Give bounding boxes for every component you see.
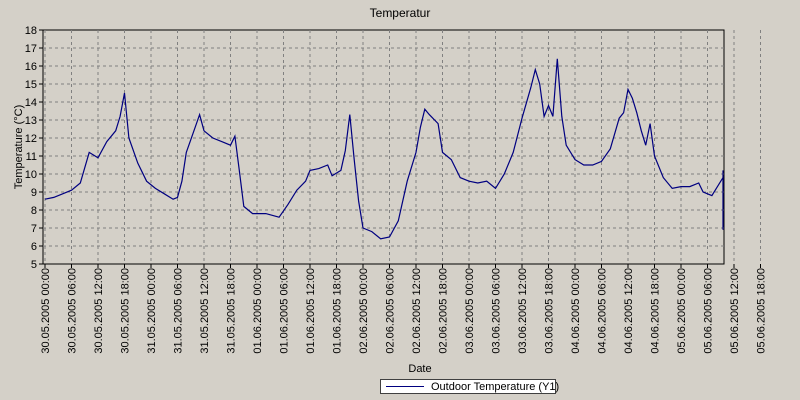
y-tick-label: 5 (31, 259, 37, 271)
legend: Outdoor Temperature (Y1) (380, 379, 560, 394)
x-tick-label: 05.06.2005 06:00 (703, 268, 715, 354)
x-tick-label: 02.06.2005 12:00 (411, 268, 423, 354)
x-tick-label: 03.06.2005 06:00 (491, 268, 503, 354)
legend-entry-outdoor-temperature: Outdoor Temperature (Y1) (431, 381, 560, 393)
x-tick-label: 04.06.2005 18:00 (650, 268, 662, 354)
y-tick-label: 8 (31, 205, 37, 217)
y-axis-ticks: 5 6 7 8 9 10 11 12 13 14 15 16 17 18 (25, 25, 43, 271)
plot-area (42, 29, 725, 265)
x-tick-label: 01.06.2005 18:00 (332, 268, 344, 354)
x-tick-label: 30.05.2005 12:00 (93, 268, 105, 354)
y-tick-label: 12 (25, 133, 37, 145)
x-axis-label: Date (408, 363, 431, 375)
y-tick-label: 6 (31, 241, 37, 253)
x-tick-label: 04.06.2005 00:00 (570, 268, 582, 354)
y-tick-label: 9 (31, 187, 37, 199)
y-tick-label: 13 (25, 115, 37, 127)
y-tick-label: 16 (25, 61, 37, 73)
x-tick-label: 01.06.2005 12:00 (305, 268, 317, 354)
x-tick-label: 31.05.2005 00:00 (146, 268, 158, 354)
x-tick-label: 02.06.2005 18:00 (438, 268, 450, 354)
x-tick-label: 02.06.2005 00:00 (358, 268, 370, 354)
x-tick-label: 05.06.2005 18:00 (756, 268, 768, 354)
x-tick-label: 05.06.2005 00:00 (676, 268, 688, 354)
x-axis-ticks: 30.05.2005 00:00 30.05.2005 06:00 30.05.20… (40, 264, 768, 354)
y-tick-label: 15 (25, 79, 37, 91)
y-tick-label: 17 (25, 43, 37, 55)
x-tick-label: 03.06.2005 00:00 (464, 268, 476, 354)
x-tick-label: 31.05.2005 06:00 (173, 268, 185, 354)
y-tick-label: 18 (25, 25, 37, 37)
x-tick-label: 30.05.2005 18:00 (120, 268, 132, 354)
chart-title: Temperatur (369, 6, 431, 20)
x-tick-label: 30.05.2005 06:00 (67, 268, 79, 354)
x-tick-label: 04.06.2005 06:00 (597, 268, 609, 354)
x-tick-label: 05.06.2005 12:00 (729, 268, 741, 354)
x-tick-label: 31.05.2005 12:00 (199, 268, 211, 354)
x-tick-label: 02.06.2005 06:00 (385, 268, 397, 354)
x-tick-label: 30.05.2005 00:00 (40, 268, 52, 354)
y-tick-label: 11 (26, 151, 37, 163)
x-tick-label: 01.06.2005 00:00 (252, 268, 264, 354)
legend-line-swatch (386, 386, 424, 387)
y-axis-label: Temperature (°C) (13, 105, 25, 189)
y-tick-label: 10 (25, 169, 37, 181)
x-tick-label: 04.06.2005 12:00 (623, 268, 635, 354)
grid-lines (43, 30, 761, 264)
x-tick-label: 31.05.2005 18:00 (226, 268, 238, 354)
x-tick-label: 03.06.2005 12:00 (517, 268, 529, 354)
x-tick-label: 01.06.2005 06:00 (279, 268, 291, 354)
series-line-outdoor-temperature (44, 58, 724, 240)
y-tick-label: 14 (25, 97, 37, 109)
y-tick-label: 7 (31, 223, 37, 235)
x-tick-label: 03.06.2005 18:00 (544, 268, 556, 354)
